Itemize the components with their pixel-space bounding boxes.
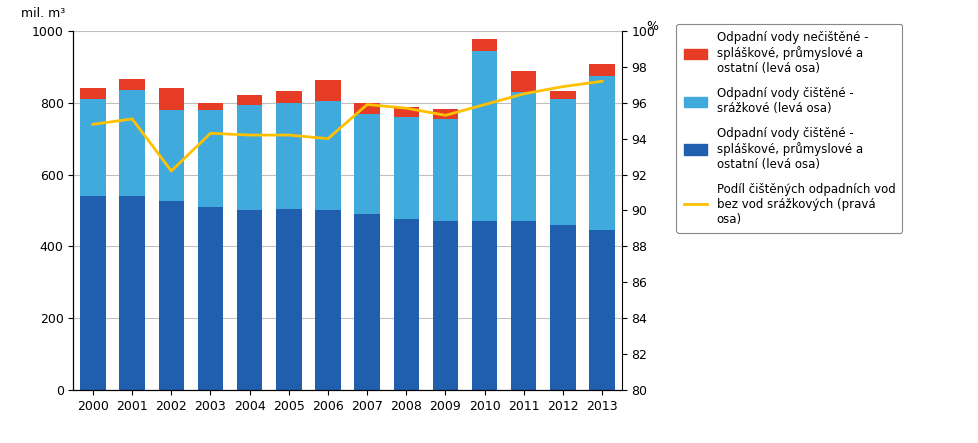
Bar (354, 113, 379, 214)
Bar (589, 64, 614, 76)
Y-axis label: mil. m³: mil. m³ (22, 7, 66, 20)
Bar (198, 110, 223, 207)
Y-axis label: %: % (645, 20, 657, 33)
Bar (237, 105, 262, 210)
Bar (511, 221, 536, 390)
Bar (315, 101, 340, 210)
Bar (511, 71, 536, 92)
Bar (315, 210, 340, 390)
Bar (276, 103, 301, 209)
Bar (550, 225, 575, 390)
Bar (471, 39, 497, 51)
Bar (589, 76, 614, 230)
Bar (276, 91, 301, 103)
Bar (276, 209, 301, 390)
Bar (119, 90, 145, 196)
Bar (432, 221, 458, 390)
Bar (158, 202, 184, 390)
Bar (354, 104, 379, 113)
Bar (393, 219, 419, 390)
Bar (80, 99, 106, 196)
Bar (471, 51, 497, 221)
Bar (315, 80, 340, 101)
Bar (393, 117, 419, 219)
Bar (354, 214, 379, 390)
Bar (550, 91, 575, 99)
Bar (432, 109, 458, 119)
Bar (80, 88, 106, 99)
Bar (119, 79, 145, 90)
Bar (237, 210, 262, 390)
Legend: Odpadní vody nečištěné -
spláškové, průmyslové a
ostatní (levá osa), Odpadní vod: Odpadní vody nečištěné - spláškové, prům… (676, 24, 902, 233)
Bar (158, 89, 184, 110)
Bar (550, 99, 575, 225)
Bar (393, 107, 419, 117)
Bar (511, 92, 536, 221)
Bar (80, 196, 106, 390)
Bar (119, 196, 145, 390)
Bar (589, 230, 614, 390)
Bar (237, 95, 262, 105)
Bar (198, 207, 223, 390)
Bar (158, 110, 184, 202)
Bar (432, 119, 458, 221)
Bar (198, 103, 223, 110)
Bar (471, 221, 497, 390)
